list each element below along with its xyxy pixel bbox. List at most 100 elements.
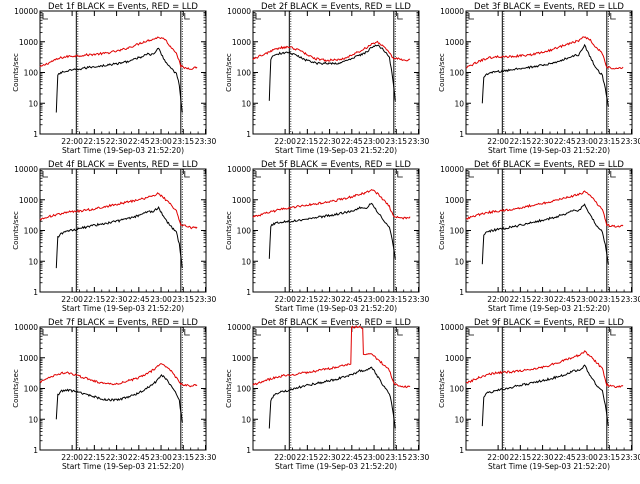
x-tick-label: 23:00 [150,453,172,462]
chart-panel-4f: Det 4f BLACK = Events, RED = LLD 1 10 100 10… [12,160,217,313]
x-tick-label: 23:30 [195,295,217,304]
y-tick-label: 1 [459,446,464,455]
y-tick-label: 1000 [445,38,464,47]
x-tick-label: 22:45 [128,295,150,304]
y-axis-label: Counts/sec [438,211,446,250]
y-tick-label: 10 [28,99,38,108]
y-tick-label: 1000 [232,196,251,205]
y-tick-label: 10 [28,257,38,266]
x-tick-label: 23:30 [408,295,430,304]
interval-bracket [255,171,261,178]
x-axis-label: Start Time (19-Sep-03 21:52:20) [488,304,610,313]
y-tick-label: 100 [24,69,39,78]
chart-title: Det 1f BLACK = Events, RED = LLD [48,2,198,12]
interval-bracket [610,13,616,20]
x-tick-label: 23:30 [195,453,217,462]
series-line-events [268,44,396,101]
interval-bracket [468,329,474,336]
x-tick-label: 22:00 [487,295,509,304]
x-tick-label: 23:00 [363,453,385,462]
series-line-lld [252,188,411,220]
y-tick-label: 100 [237,227,252,236]
chart-panel-9f: Det 9f BLACK = Events, RED = LLD 1 10 100 10… [438,318,640,471]
x-tick-label: 22:00 [61,453,83,462]
x-tick-label: 22:15 [510,453,532,462]
x-axis-label: Start Time (19-Sep-03 21:52:20) [62,146,184,155]
y-tick-label: 10000 [440,165,464,174]
interval-bracket [42,13,48,20]
x-tick-label: 22:45 [341,295,363,304]
series-line-lld [39,192,198,230]
series-line-lld [39,363,198,388]
x-tick-label: 23:15 [598,137,620,146]
x-tick-label: 23:30 [195,137,217,146]
series-line-lld [252,40,411,62]
y-tick-label: 10000 [227,323,251,332]
interval-bracket [610,171,616,178]
x-tick-label: 22:45 [341,137,363,146]
x-tick-label: 22:30 [106,453,128,462]
x-axis-label: Start Time (19-Sep-03 21:52:20) [275,462,397,471]
series-line-events [481,43,609,107]
y-tick-label: 100 [450,69,465,78]
y-axis-label: Counts/sec [225,211,233,250]
y-tick-label: 1000 [19,196,38,205]
chart-panel-7f: Det 7f BLACK = Events, RED = LLD 1 10 100 10… [12,318,217,471]
series-line-lld [39,36,198,70]
x-tick-label: 23:00 [150,137,172,146]
series-line-events [55,205,183,269]
x-tick-label: 22:15 [297,295,319,304]
x-tick-label: 23:30 [408,137,430,146]
x-tick-label: 22:15 [510,295,532,304]
x-tick-label: 22:45 [341,453,363,462]
y-tick-label: 100 [450,385,465,394]
chart-title: Det 7f BLACK = Events, RED = LLD [48,318,198,328]
interval-bracket [184,329,190,336]
x-tick-label: 22:30 [106,137,128,146]
chart-panel-3f: Det 3f BLACK = Events, RED = LLD 1 10 100 10… [438,2,640,155]
x-tick-label: 22:30 [319,295,341,304]
x-tick-label: 22:45 [554,295,576,304]
y-tick-label: 1 [33,446,38,455]
x-axis-label: Start Time (19-Sep-03 21:52:20) [488,146,610,155]
y-tick-label: 10 [241,415,251,424]
interval-bracket [42,171,48,178]
x-tick-label: 22:00 [487,137,509,146]
y-tick-label: 100 [24,227,39,236]
x-tick-label: 22:15 [510,137,532,146]
series-line-events [268,366,396,429]
chart-panel-5f: Det 5f BLACK = Events, RED = LLD 1 10 100 10… [225,160,430,313]
y-tick-label: 10 [28,415,38,424]
y-tick-label: 100 [237,69,252,78]
interval-bracket [42,329,48,336]
y-tick-label: 10 [454,257,464,266]
x-tick-label: 22:30 [319,453,341,462]
x-tick-label: 22:30 [532,453,554,462]
y-tick-label: 100 [450,227,465,236]
series-line-events [55,47,183,113]
y-tick-label: 1 [246,288,251,297]
x-tick-label: 23:00 [576,295,598,304]
y-tick-label: 1 [246,130,251,139]
y-tick-label: 1000 [445,196,464,205]
interval-bracket [184,13,190,20]
y-tick-label: 100 [24,385,39,394]
series-line-events [55,374,183,423]
y-tick-label: 10000 [227,7,251,16]
chart-title: Det 3f BLACK = Events, RED = LLD [474,2,624,12]
interval-bracket [397,329,403,336]
x-tick-label: 22:45 [554,137,576,146]
x-axis-label: Start Time (19-Sep-03 21:52:20) [275,146,397,155]
y-axis-label: Counts/sec [225,53,233,92]
chart-title: Det 9f BLACK = Events, RED = LLD [474,318,624,328]
y-tick-label: 10000 [14,165,38,174]
y-tick-label: 10 [241,257,251,266]
y-tick-label: 10000 [440,7,464,16]
x-tick-label: 22:15 [297,137,319,146]
x-tick-label: 23:15 [385,295,407,304]
x-tick-label: 23:00 [576,453,598,462]
x-tick-label: 23:15 [385,453,407,462]
y-tick-label: 10 [454,99,464,108]
interval-bracket [397,171,403,178]
interval-bracket [397,13,403,20]
